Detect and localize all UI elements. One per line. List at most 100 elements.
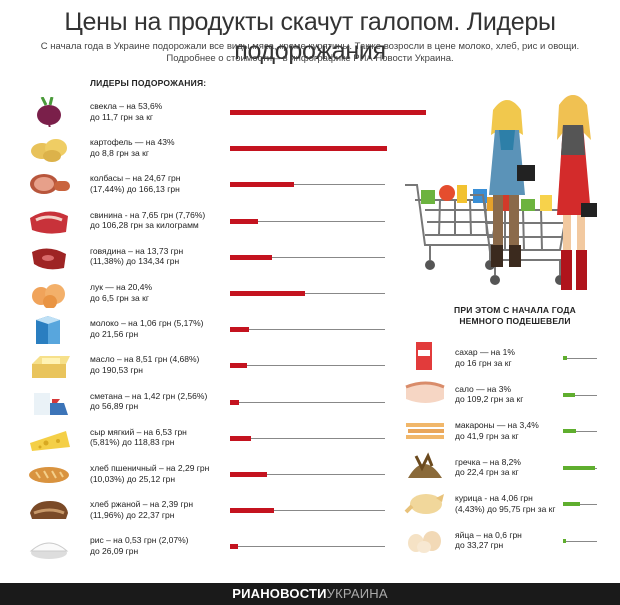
bar-track — [230, 220, 385, 222]
leader-bar — [230, 399, 240, 405]
beef-icon — [26, 242, 72, 272]
cheaper-label-line2: (4,43%) до 95,75 грн за кг — [455, 503, 556, 514]
cheaper-label: яйца – на 0,6 грн до 33,27 грн — [455, 530, 522, 551]
leader-label-line2: (5,81%) до 118,83 грн — [90, 437, 175, 448]
sugar-icon — [402, 340, 448, 370]
leader-label: хлеб пшеничный – на 2,29 грн (10,03%) до … — [90, 463, 209, 484]
bar-track — [563, 394, 597, 396]
onion-icon — [26, 278, 72, 309]
bar-track — [230, 256, 385, 258]
leader-label-line1: свекла – на 53,6% — [90, 101, 163, 111]
sausage-icon — [26, 169, 72, 199]
leader-label-line2: до 26,09 грн — [90, 545, 139, 556]
cheaper-label-line2: до 33,27 грн — [455, 540, 504, 550]
cheaper-label-line2: до 41,9 грн за кг — [455, 430, 519, 441]
eggs-icon — [402, 523, 448, 553]
leader-label: свинина - на 7,65 грн (7,76%) до 106,28 г… — [90, 210, 205, 231]
leader-label-line2: до 21,56 грн — [90, 328, 139, 339]
wheat-bread-icon — [26, 459, 72, 489]
leaders-section-title: ЛИДЕРЫ ПОДОРОЖАНИЯ: — [90, 78, 207, 88]
leader-label-line2: (17,44%) до 166,13 грн — [90, 183, 180, 194]
cheaper-bar — [563, 392, 575, 397]
leader-label: масло – на 8,51 грн (4,68%) до 190,53 грн — [90, 354, 199, 375]
cheaper-label-line2: до 22,4 грн за кг — [455, 467, 519, 477]
brand-bold: РИАНОВОСТИ — [232, 586, 327, 601]
butter-icon — [26, 350, 72, 380]
leader-label: рис – на 0,53 грн (2,07%) до 26,09 грн — [90, 535, 189, 556]
leader-label-line1: хлеб пшеничный – на 2,29 грн — [90, 463, 210, 473]
leader-bar — [230, 508, 274, 514]
buckwheat-icon — [402, 450, 448, 480]
subtitle-line-1: С начала года в Украине подорожали все в… — [40, 41, 580, 52]
leader-bar — [230, 363, 248, 369]
salo-icon — [402, 377, 448, 407]
cheaper-title-line-2: НЕМНОГО ПОДЕШЕВЕЛИ — [459, 316, 571, 326]
bar-track — [563, 358, 597, 359]
leader-label-line1: картофель — на 43% — [90, 137, 175, 148]
cheaper-section-title: ПРИ ЭТОМ С НАЧАЛА ГОДА НЕМНОГО ПОДЕШЕВЕЛ… — [440, 305, 590, 327]
leader-label: сыр мягкий – на 6,53 грн (5,81%) до 118,8… — [90, 427, 187, 448]
leader-label-line2: до 190,53 грн — [90, 364, 143, 375]
leader-label-line1: говядина – на 13,73 грн — [90, 245, 184, 256]
bar-track — [230, 437, 385, 439]
cheaper-label-line1: яйца – на 0,6 грн — [455, 529, 522, 540]
pasta-icon — [402, 413, 448, 443]
cheaper-label-line1: макароны — на 3,4% — [455, 420, 539, 430]
beet-icon — [26, 96, 72, 128]
rye-bread-icon — [26, 495, 72, 525]
leader-bar — [230, 472, 267, 477]
cheaper-title-line-1: ПРИ ЭТОМ С НАЧАЛА ГОДА — [454, 305, 576, 315]
bar-track — [230, 510, 385, 512]
leader-label-line1: рис – на 0,53 грн (2,07%) — [90, 535, 189, 546]
footer-brand: РИАНОВОСТИУКРАИНА — [0, 583, 620, 605]
pork-icon — [26, 206, 72, 236]
leader-label: хлеб ржаной – на 2,39 грн (11,96%) до 22,… — [90, 499, 193, 520]
leader-label-line1: лук — на 20,4% — [90, 282, 153, 292]
leader-label-line2: до 6,5 грн за кг — [90, 292, 149, 303]
leader-label-line1: сыр мягкий – на 6,53 грн — [90, 426, 187, 437]
cheaper-label: курица - на 4,06 грн (4,43%) до 95,75 грн… — [455, 493, 556, 514]
subtitle-line-2: Подробнее о стоимости – в инфографике РИ… — [166, 53, 454, 64]
leader-label: говядина – на 13,73 грн (11,38%) до 134,3… — [90, 246, 183, 267]
cheaper-label-line1: сахар — на 1% — [455, 347, 515, 357]
leader-label: колбасы – на 24,67 грн (17,44%) до 166,13… — [90, 173, 180, 194]
cheaper-label-line1: курица - на 4,06 грн — [455, 493, 533, 503]
leader-bar — [230, 146, 388, 152]
leader-bar — [230, 291, 305, 296]
cheaper-label: макароны — на 3,4% до 41,9 грн за кг — [455, 420, 539, 441]
bar-track — [230, 546, 385, 548]
cheaper-bar — [563, 465, 595, 470]
shoppers-illustration-icon — [405, 95, 597, 290]
leader-label-line2: до 56,89 грн — [90, 401, 139, 412]
leader-label: молоко – на 1,06 грн (5,17%) до 21,56 грн — [90, 318, 204, 339]
cheaper-bar — [563, 538, 566, 543]
cheaper-label-line1: гречка – на 8,2% — [455, 456, 521, 467]
cheaper-bar — [563, 356, 567, 360]
brand-light: УКРАИНА — [326, 586, 388, 601]
leader-label: лук — на 20,4% до 6,5 грн за кг — [90, 282, 152, 303]
leader-bar — [230, 218, 259, 224]
leader-label-line2: (11,38%) до 134,34 грн — [90, 256, 180, 267]
leader-label: сметана – на 1,42 грн (2,56%) до 56,89 гр… — [90, 391, 207, 412]
cheaper-label: сало — на 3% до 109,2 грн за кг — [455, 384, 523, 405]
leader-bar — [230, 110, 426, 115]
bar-track — [230, 365, 385, 367]
leader-bar — [230, 254, 272, 260]
milk-icon — [26, 314, 72, 345]
page-subtitle: С начала года в Украине подорожали все в… — [30, 41, 590, 65]
leader-label-line1: свинина - на 7,65 грн (7,76%) — [90, 209, 206, 220]
cheaper-label-line2: до 109,2 грн за кг — [455, 394, 524, 404]
bar-track — [230, 293, 385, 294]
leader-label-line1: сметана – на 1,42 грн (2,56%) — [90, 390, 208, 401]
rice-icon — [26, 531, 72, 561]
chicken-icon — [402, 486, 448, 516]
cheaper-bar — [563, 429, 577, 433]
leader-label-line2: до 11,7 грн за кг — [90, 111, 154, 122]
leader-label: свекла – на 53,6% до 11,7 грн за кг — [90, 101, 162, 122]
bar-track — [230, 401, 385, 403]
leader-bar — [230, 544, 238, 550]
leader-label: картофель — на 43% до 8,8 грн за кг — [90, 137, 175, 158]
bar-track — [563, 540, 597, 542]
bar-track — [563, 431, 597, 432]
cheaper-label-line2: до 16 грн за кг — [455, 357, 512, 368]
